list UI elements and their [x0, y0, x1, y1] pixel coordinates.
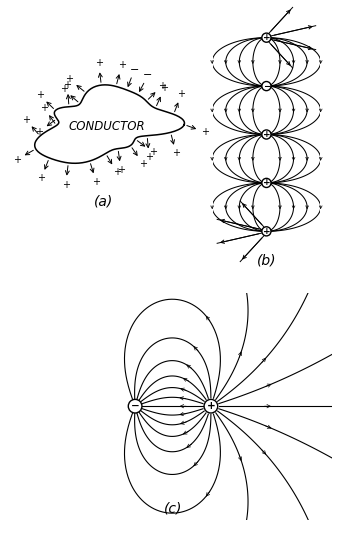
Text: +: + — [158, 81, 166, 91]
Text: +: + — [92, 177, 100, 187]
Text: +: + — [113, 167, 121, 177]
Circle shape — [262, 130, 271, 139]
Circle shape — [204, 399, 218, 413]
Text: (b): (b) — [257, 254, 276, 268]
Text: CONDUCTOR: CONDUCTOR — [69, 119, 145, 132]
Text: +: + — [149, 147, 157, 157]
Text: −: − — [143, 70, 153, 81]
Text: +: + — [36, 90, 44, 100]
Text: +: + — [62, 180, 70, 189]
Circle shape — [128, 399, 142, 413]
Text: +: + — [37, 173, 45, 183]
Text: −: − — [131, 401, 139, 411]
Text: +: + — [60, 84, 67, 95]
Text: +: + — [263, 179, 270, 187]
Text: +: + — [201, 127, 209, 137]
Text: +: + — [263, 33, 270, 42]
Text: (c): (c) — [164, 501, 182, 515]
Text: −: − — [263, 82, 270, 90]
Text: +: + — [263, 227, 270, 236]
Text: +: + — [40, 103, 48, 113]
Text: +: + — [139, 159, 147, 168]
Text: +: + — [95, 59, 103, 68]
Text: (a): (a) — [94, 195, 113, 209]
Text: +: + — [145, 152, 153, 162]
Text: +: + — [172, 148, 180, 159]
Circle shape — [262, 227, 271, 236]
Text: +: + — [63, 80, 71, 90]
Text: +: + — [118, 60, 126, 70]
Circle shape — [262, 82, 271, 90]
Text: −: − — [130, 65, 139, 75]
Text: +: + — [65, 74, 73, 84]
Text: +: + — [13, 155, 21, 165]
Text: +: + — [117, 165, 125, 175]
Circle shape — [262, 179, 271, 188]
Text: +: + — [160, 83, 168, 93]
Text: +: + — [35, 126, 43, 137]
Text: +: + — [207, 401, 215, 411]
Text: +: + — [177, 89, 185, 99]
Text: +: + — [263, 130, 270, 139]
Text: +: + — [22, 115, 30, 125]
Circle shape — [262, 33, 271, 42]
